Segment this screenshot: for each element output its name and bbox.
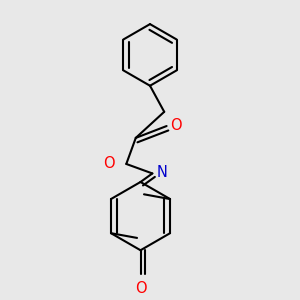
Text: N: N (156, 164, 167, 179)
Text: O: O (103, 157, 114, 172)
Text: O: O (170, 118, 182, 133)
Text: O: O (135, 281, 146, 296)
